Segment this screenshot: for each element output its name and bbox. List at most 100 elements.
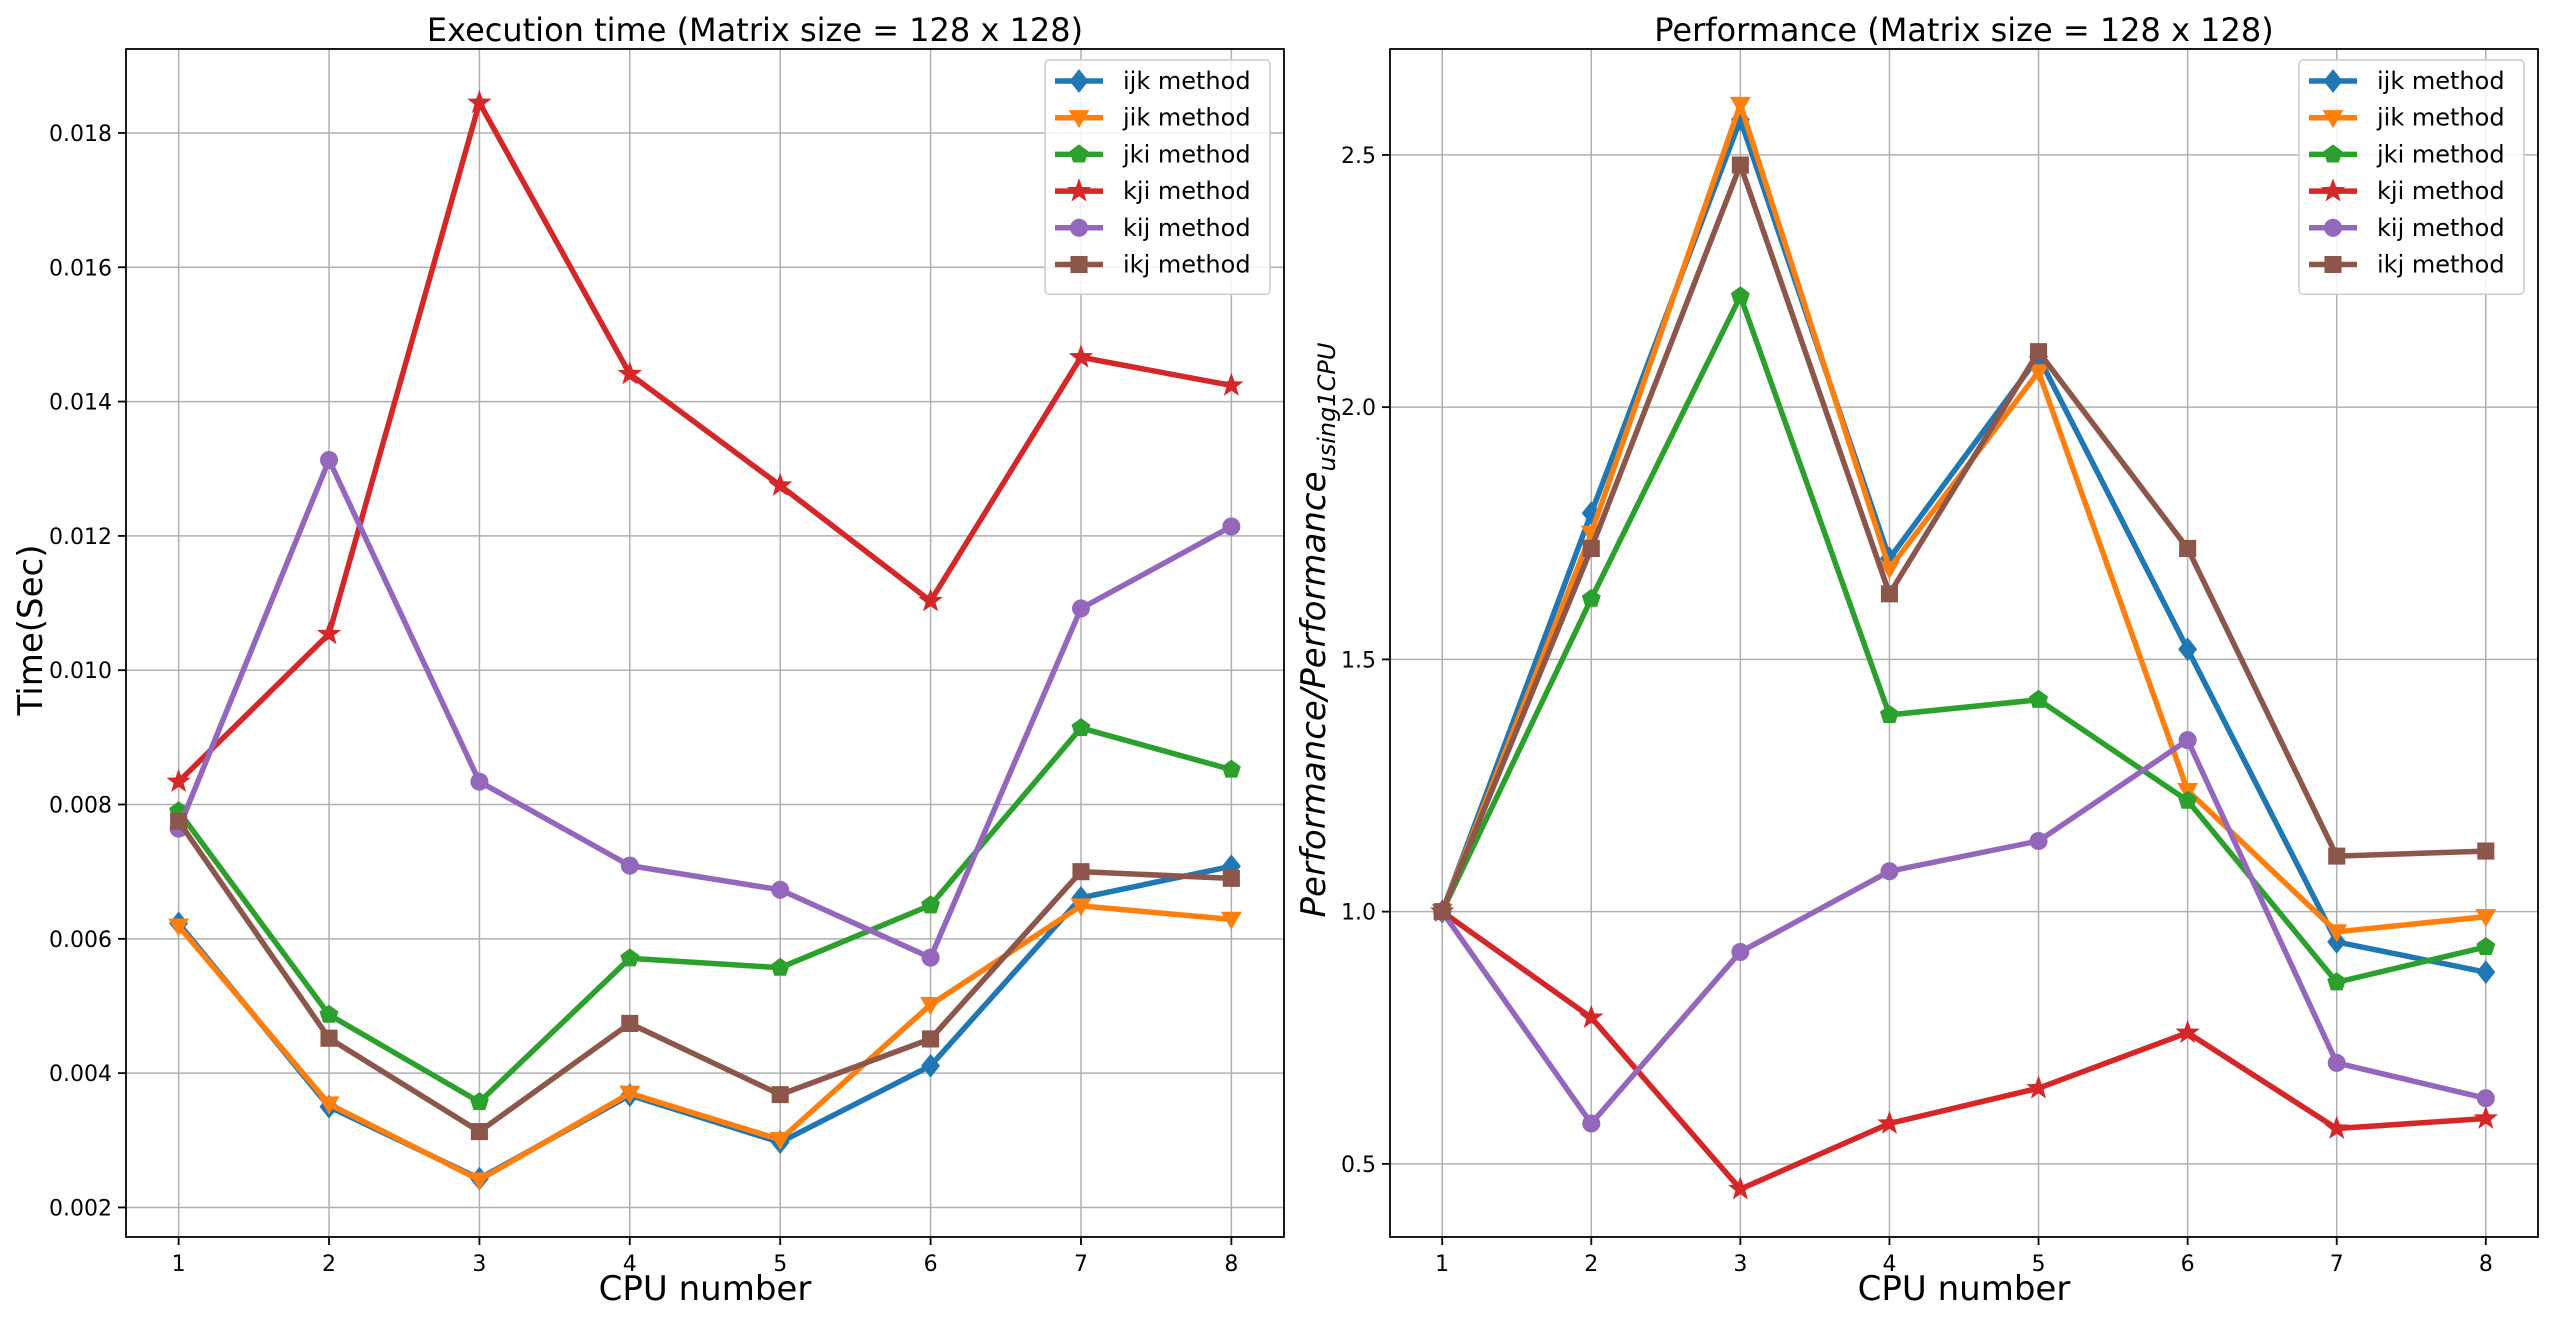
data-point — [619, 1085, 641, 1104]
data-point — [2476, 936, 2496, 956]
series-line — [1439, 162, 2489, 915]
performance-chart: 1 2 3 4 5 6 7 8 0.5 1.0 1.5 2.0 2.5 Performance (Ma… — [1294, 11, 2539, 1309]
series-line — [1439, 737, 2489, 1127]
data-point — [2178, 637, 2198, 662]
x-axis-label: CPU number — [599, 1269, 812, 1309]
data-point — [2475, 909, 2497, 928]
legend-item: jki method — [1055, 140, 1251, 168]
x-tick-label: 3 — [472, 1252, 486, 1277]
data-point — [470, 772, 489, 791]
legend-label: jik method — [1122, 104, 1251, 132]
data-point — [2328, 847, 2346, 865]
data-point — [320, 1029, 338, 1047]
grid-lines — [126, 49, 1284, 1237]
data-point — [2324, 1115, 2349, 1139]
legend-marker — [2323, 144, 2343, 163]
legend-marker — [2323, 69, 2343, 93]
y-axis-ticks: 0.002 0.004 0.006 0.008 0.010 0.012 0.014 0.016… — [49, 122, 126, 1221]
y-axis-label: Time(Sec) — [11, 545, 51, 717]
data-point — [166, 768, 191, 793]
legend-item: ijk method — [1055, 67, 1251, 95]
x-tick-label: 6 — [924, 1252, 938, 1277]
legend-marker — [1069, 144, 1089, 163]
data-point — [2026, 1075, 2051, 1099]
data-point — [1582, 1114, 1601, 1133]
data-point — [1729, 96, 1751, 115]
series-line — [1439, 293, 2489, 985]
data-point — [1581, 588, 1601, 607]
legend-label: jki method — [1122, 140, 1251, 168]
legend-label: kji method — [1123, 177, 1251, 205]
legend-item: kji method — [2309, 177, 2505, 205]
data-point — [617, 361, 642, 385]
x-tick-label: 8 — [1224, 1252, 1238, 1277]
x-tick-label: 8 — [2479, 1252, 2493, 1277]
data-point — [2175, 1019, 2200, 1044]
data-point — [1071, 717, 1091, 737]
legend-item: kji method — [1055, 177, 1251, 205]
data-point — [468, 1172, 490, 1191]
data-point — [1222, 869, 1240, 887]
data-point — [920, 997, 942, 1016]
chart-title: Performance (Matrix size = 128 x 128) — [1654, 11, 2273, 49]
legend-label: ijk method — [2377, 67, 2505, 95]
data-point — [922, 1030, 940, 1048]
data-point — [1879, 704, 1899, 723]
data-point — [1222, 517, 1241, 536]
x-tick-label: 5 — [773, 1252, 787, 1277]
data-point — [1433, 903, 1451, 921]
series-lines — [166, 89, 1244, 1191]
data-point — [1731, 156, 1749, 174]
legend-item: jki method — [2309, 140, 2505, 168]
x-tick-label: 3 — [1733, 1252, 1747, 1277]
legend-item: ijk method — [2309, 67, 2505, 95]
series-line — [1439, 908, 2489, 1192]
legend-label: kij method — [1123, 214, 1251, 242]
y-tick-label: 0.014 — [49, 391, 112, 416]
data-point — [1730, 286, 1750, 305]
plot-frame — [1389, 48, 2539, 1238]
legend-item: jik method — [2309, 104, 2505, 132]
data-point — [1582, 539, 1600, 557]
y-tick-label: 1.5 — [1341, 648, 1376, 673]
data-point — [2028, 364, 2049, 383]
data-point — [170, 812, 188, 830]
y-axis-label-subscript: using1CPU — [1313, 342, 1341, 471]
legend-item: kij method — [2309, 214, 2505, 242]
series-line — [175, 725, 1235, 1105]
data-point — [2029, 689, 2049, 708]
y-axis-ticks: 0.5 1.0 1.5 2.0 2.5 — [1341, 144, 1390, 1178]
data-point — [2476, 1089, 2495, 1108]
data-point — [1068, 344, 1094, 368]
data-point — [1221, 759, 1241, 778]
data-point — [320, 450, 339, 470]
data-point — [470, 1123, 488, 1141]
legend-label: ikj method — [2377, 251, 2505, 279]
data-point — [1880, 585, 1899, 603]
data-point — [768, 472, 793, 496]
y-tick-label: 1.0 — [1341, 901, 1376, 926]
data-point — [2327, 1053, 2346, 1072]
series-line — [175, 99, 1235, 785]
x-tick-label: 2 — [1584, 1252, 1598, 1277]
y-tick-label: 0.010 — [49, 659, 112, 684]
x-tick-label: 7 — [1074, 1252, 1088, 1277]
data-point — [1877, 1110, 1902, 1134]
legend-marker — [2320, 178, 2346, 202]
data-point — [921, 895, 941, 914]
y-tick-label: 0.012 — [49, 525, 112, 550]
legend-marker — [1068, 110, 1090, 129]
legend-marker — [1066, 178, 1092, 202]
data-point — [1072, 863, 1090, 881]
data-point — [2477, 842, 2495, 860]
data-point — [467, 89, 492, 114]
series-kji — [166, 89, 1244, 793]
data-point — [921, 1053, 941, 1078]
data-point — [921, 948, 940, 967]
data-point — [1071, 599, 1090, 618]
legend-label: jki method — [2376, 140, 2505, 168]
data-point — [1579, 1004, 1604, 1028]
legend-item: ikj method — [1055, 251, 1251, 279]
x-tick-label: 5 — [2032, 1252, 2046, 1277]
